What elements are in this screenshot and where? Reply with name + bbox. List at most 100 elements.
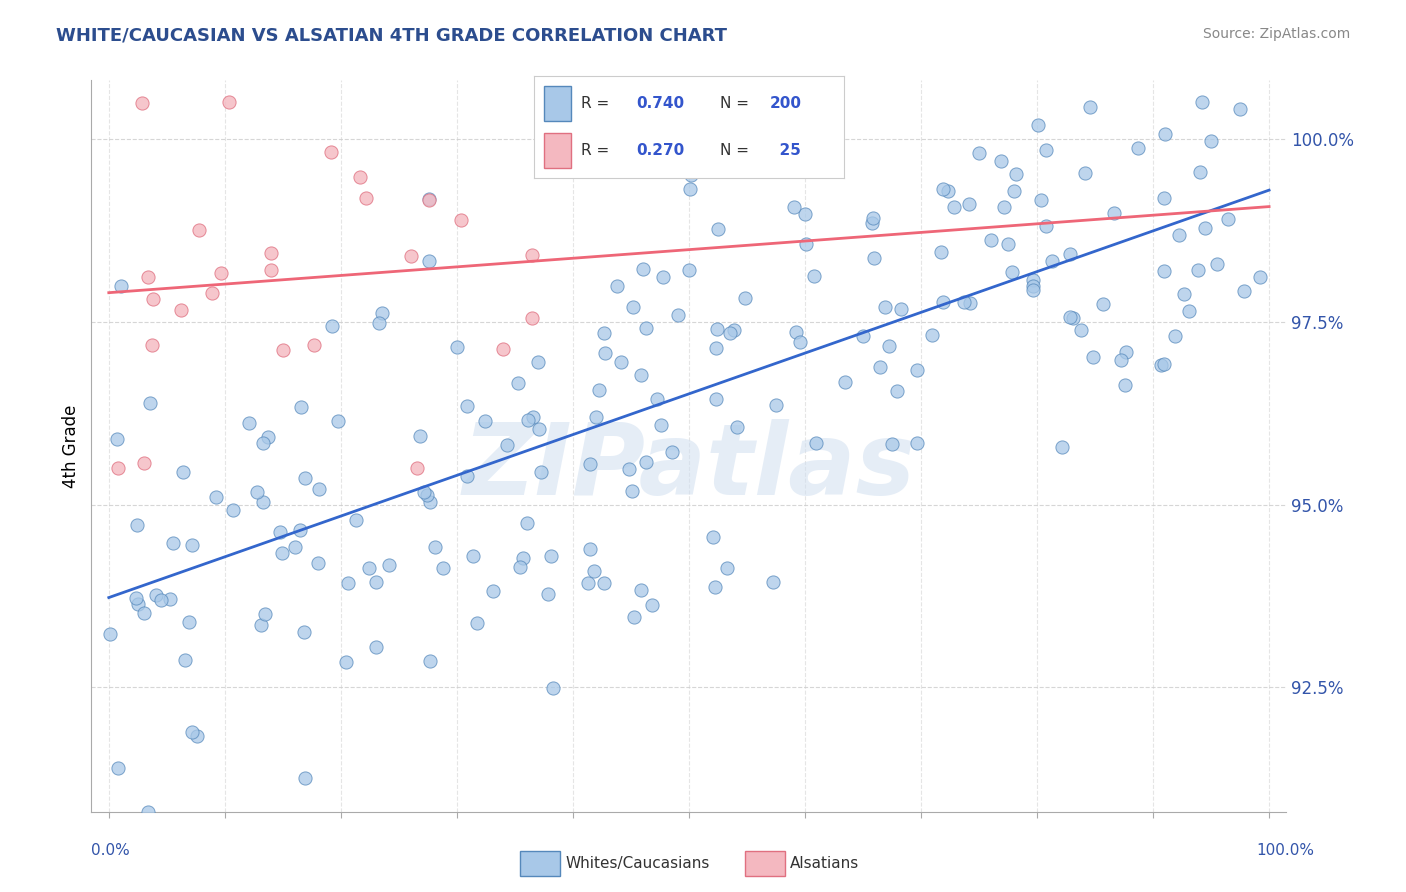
Point — [1001, 264, 1024, 278]
Text: Alsatians: Alsatians — [790, 856, 859, 871]
Point — [517, 413, 540, 427]
Point — [852, 329, 875, 343]
Point — [260, 246, 283, 260]
Point — [446, 340, 468, 354]
Point — [704, 341, 727, 355]
Point — [284, 541, 307, 555]
FancyBboxPatch shape — [544, 133, 571, 168]
Point — [734, 291, 756, 305]
Point — [413, 485, 436, 500]
Point — [585, 410, 607, 425]
Point — [969, 146, 991, 161]
Point — [136, 269, 159, 284]
Point — [1026, 118, 1049, 132]
Point — [959, 295, 981, 310]
Point — [170, 303, 193, 318]
Point — [187, 222, 209, 236]
Point — [785, 325, 807, 339]
Point — [588, 384, 610, 398]
Point — [418, 192, 440, 206]
Point — [1083, 350, 1105, 364]
Point — [366, 574, 388, 589]
Point — [456, 469, 478, 483]
Point — [1229, 102, 1251, 116]
Text: 100.0%: 100.0% — [1257, 843, 1315, 858]
Point — [357, 560, 380, 574]
Point — [209, 266, 232, 280]
Point — [633, 261, 655, 276]
Point — [418, 193, 440, 207]
Point — [1178, 304, 1201, 318]
Point — [307, 557, 329, 571]
Point — [321, 145, 343, 159]
Text: WHITE/CAUCASIAN VS ALSATIAN 4TH GRADE CORRELATION CHART: WHITE/CAUCASIAN VS ALSATIAN 4TH GRADE CO… — [56, 27, 727, 45]
Point — [349, 169, 371, 184]
Point — [880, 437, 903, 451]
Point — [1218, 212, 1240, 227]
Point — [1031, 193, 1053, 207]
Point — [127, 597, 149, 611]
Point — [623, 610, 645, 624]
Point — [463, 549, 485, 563]
Point — [419, 654, 441, 668]
Point — [650, 418, 672, 433]
Point — [630, 582, 652, 597]
Point — [1153, 263, 1175, 277]
Point — [450, 213, 472, 227]
Point — [621, 300, 644, 314]
Point — [703, 580, 725, 594]
Point — [783, 200, 806, 214]
Point — [636, 455, 658, 469]
Point — [105, 432, 128, 446]
Point — [942, 200, 965, 214]
Point — [172, 466, 194, 480]
Point — [762, 575, 785, 590]
Point — [509, 559, 531, 574]
Text: 0.740: 0.740 — [637, 96, 685, 111]
Point — [860, 216, 883, 230]
Point — [482, 583, 505, 598]
Point — [980, 233, 1002, 247]
Point — [804, 435, 827, 450]
Point — [1035, 143, 1057, 157]
Point — [1249, 270, 1271, 285]
Point — [218, 95, 240, 110]
Point — [725, 420, 748, 434]
Point — [929, 244, 952, 259]
Point — [456, 400, 478, 414]
Point — [142, 292, 165, 306]
Point — [465, 615, 488, 630]
Text: 0.270: 0.270 — [637, 144, 685, 158]
Point — [337, 576, 360, 591]
Point — [1070, 323, 1092, 337]
Point — [541, 681, 564, 695]
Point — [630, 368, 652, 382]
Point — [1050, 440, 1073, 454]
Point — [1153, 357, 1175, 371]
Point — [621, 483, 644, 498]
Point — [1164, 329, 1187, 343]
Point — [905, 363, 928, 377]
Text: ZIPatlas: ZIPatlas — [463, 419, 915, 516]
Point — [1149, 359, 1171, 373]
Point — [132, 607, 155, 621]
Point — [957, 197, 980, 211]
Point — [1062, 310, 1084, 325]
Point — [474, 414, 496, 428]
Point — [125, 591, 148, 605]
Point — [269, 524, 291, 539]
Point — [834, 375, 856, 389]
Point — [162, 536, 184, 550]
Point — [1199, 134, 1222, 148]
Point — [159, 591, 181, 606]
Point — [1115, 344, 1137, 359]
Point — [222, 502, 245, 516]
Point — [246, 485, 269, 500]
Point — [364, 640, 387, 654]
Point — [706, 222, 728, 236]
Point — [936, 184, 959, 198]
Point — [702, 530, 724, 544]
Point — [579, 542, 602, 557]
Point — [1189, 165, 1212, 179]
Point — [794, 237, 817, 252]
